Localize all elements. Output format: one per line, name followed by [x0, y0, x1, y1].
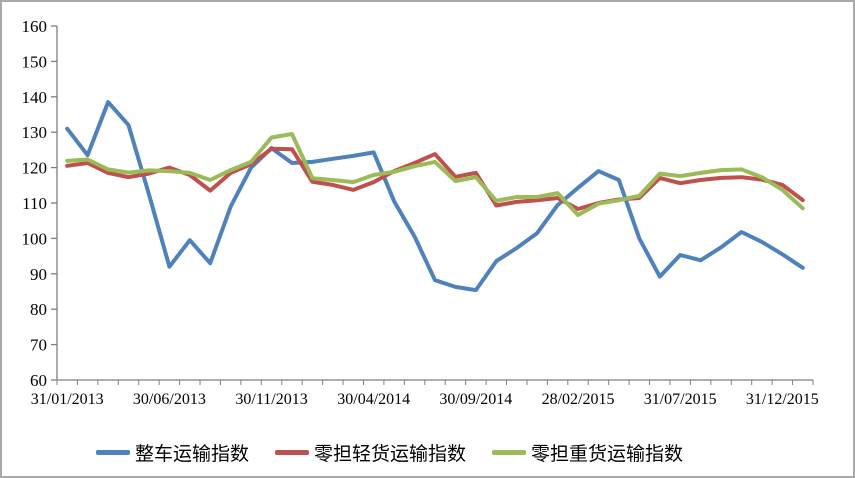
x-axis-label: 30/11/2013	[235, 391, 307, 408]
x-axis-label: 31/07/2015	[644, 391, 717, 408]
x-axis-label: 31/01/2013	[31, 391, 104, 408]
y-axis-label: 160	[22, 17, 48, 36]
x-axis-label: 30/09/2014	[439, 391, 512, 408]
legend-line-swatch-red	[275, 450, 310, 455]
legend-item-ltl-heavy-index: 零担重货运输指数	[492, 439, 683, 466]
y-axis-label: 130	[22, 123, 48, 142]
legend-item-truckload-index: 整车运输指数	[96, 439, 249, 466]
y-axis-label: 140	[22, 88, 48, 107]
legend-label: 零担重货运输指数	[531, 444, 684, 465]
legend-label: 整车运输指数	[135, 444, 250, 465]
legend-item-ltl-light-index: 零担轻货运输指数	[275, 439, 466, 466]
series-line-2	[65, 132, 805, 217]
y-axis-label: 120	[22, 159, 48, 178]
y-axis-label: 70	[30, 336, 47, 355]
x-axis-label: 31/12/2015	[746, 391, 819, 408]
x-axis-label: 28/02/2015	[542, 391, 615, 408]
legend-label: 零担轻货运输指数	[314, 444, 467, 465]
line-chart-plot: 60 70 80 90 100 110 120 130 140 150 160 31/01/2013 3…	[22, 17, 819, 408]
x-axis-label: 30/06/2013	[133, 391, 206, 408]
y-axis-label: 60	[30, 371, 47, 390]
legend-line-swatch-blue	[96, 450, 130, 455]
series-line-1	[65, 146, 805, 211]
y-axis-label: 110	[22, 194, 47, 213]
y-axis-label: 90	[30, 265, 47, 284]
y-axis-label: 100	[22, 229, 48, 248]
x-axis-label: 30/04/2014	[337, 391, 410, 408]
y-axis-label: 150	[22, 52, 48, 71]
series-line-0	[65, 100, 805, 293]
chart-legend: 整车运输指数 零担轻货运输指数 零担重货运输指数	[96, 439, 683, 466]
legend-line-swatch-green	[492, 450, 527, 455]
y-axis-label: 80	[30, 300, 47, 319]
